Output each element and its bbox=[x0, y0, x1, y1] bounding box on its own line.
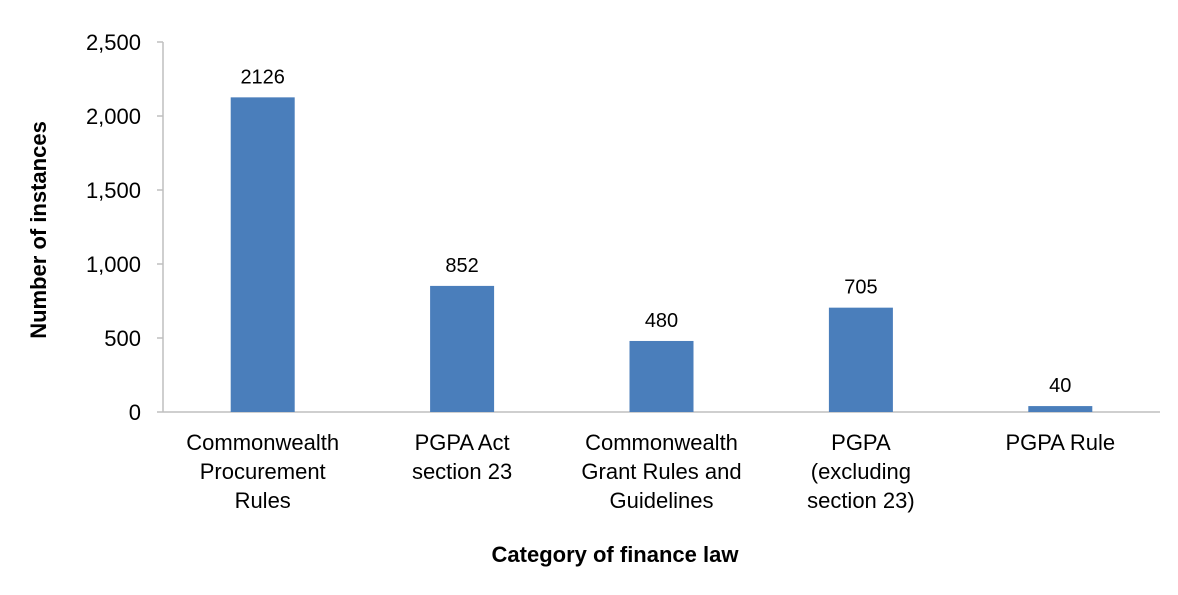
y-tick-label: 1,000 bbox=[86, 252, 141, 277]
x-category-label-line: (excluding bbox=[811, 459, 911, 484]
bar bbox=[430, 285, 495, 412]
plot-area: 0 500 1,000 1,500 2,000 2,500 2126 Commonwealth… bbox=[86, 30, 1160, 513]
data-label: 852 bbox=[445, 255, 478, 277]
x-category-label: Commonwealth Grant Rules and Guidelines bbox=[581, 430, 741, 513]
y-tick-label: 1,500 bbox=[86, 178, 141, 203]
x-category-label: Commonwealth Procurement Rules bbox=[186, 430, 339, 513]
x-category-label-line: Procurement bbox=[200, 459, 326, 484]
data-label: 705 bbox=[844, 277, 877, 299]
y-tick-label: 500 bbox=[104, 326, 141, 351]
y-axis-title: Number of instances bbox=[26, 121, 51, 339]
x-category-label-line: PGPA Act bbox=[415, 430, 510, 455]
x-category-label-line: section 23) bbox=[807, 488, 915, 513]
x-category-label-line: Guidelines bbox=[610, 488, 714, 513]
y-tick-label: 2,000 bbox=[86, 104, 141, 129]
x-category-label: PGPA Rule bbox=[1005, 430, 1115, 455]
data-label: 480 bbox=[645, 310, 678, 332]
bar bbox=[230, 97, 295, 413]
data-label: 2126 bbox=[240, 66, 285, 88]
x-category-label-line: Commonwealth bbox=[186, 430, 339, 455]
x-category-label-line: Grant Rules and bbox=[581, 459, 741, 484]
bar bbox=[1028, 406, 1093, 412]
y-tick-label: 2,500 bbox=[86, 30, 141, 55]
x-axis-title: Category of finance law bbox=[492, 542, 740, 567]
x-category-label: PGPA Act section 23 bbox=[412, 430, 512, 484]
data-label: 40 bbox=[1049, 375, 1071, 397]
y-tick-label: 0 bbox=[129, 400, 141, 425]
x-category-label-line: section 23 bbox=[412, 459, 512, 484]
x-category-label-line: PGPA Rule bbox=[1005, 430, 1115, 455]
x-category-label-line: Commonwealth bbox=[585, 430, 738, 455]
bar bbox=[629, 340, 694, 412]
x-category-label: PGPA (excluding section 23) bbox=[807, 430, 915, 513]
bar bbox=[828, 307, 893, 412]
x-category-label-line: PGPA bbox=[831, 430, 891, 455]
x-category-label-line: Rules bbox=[235, 488, 291, 513]
